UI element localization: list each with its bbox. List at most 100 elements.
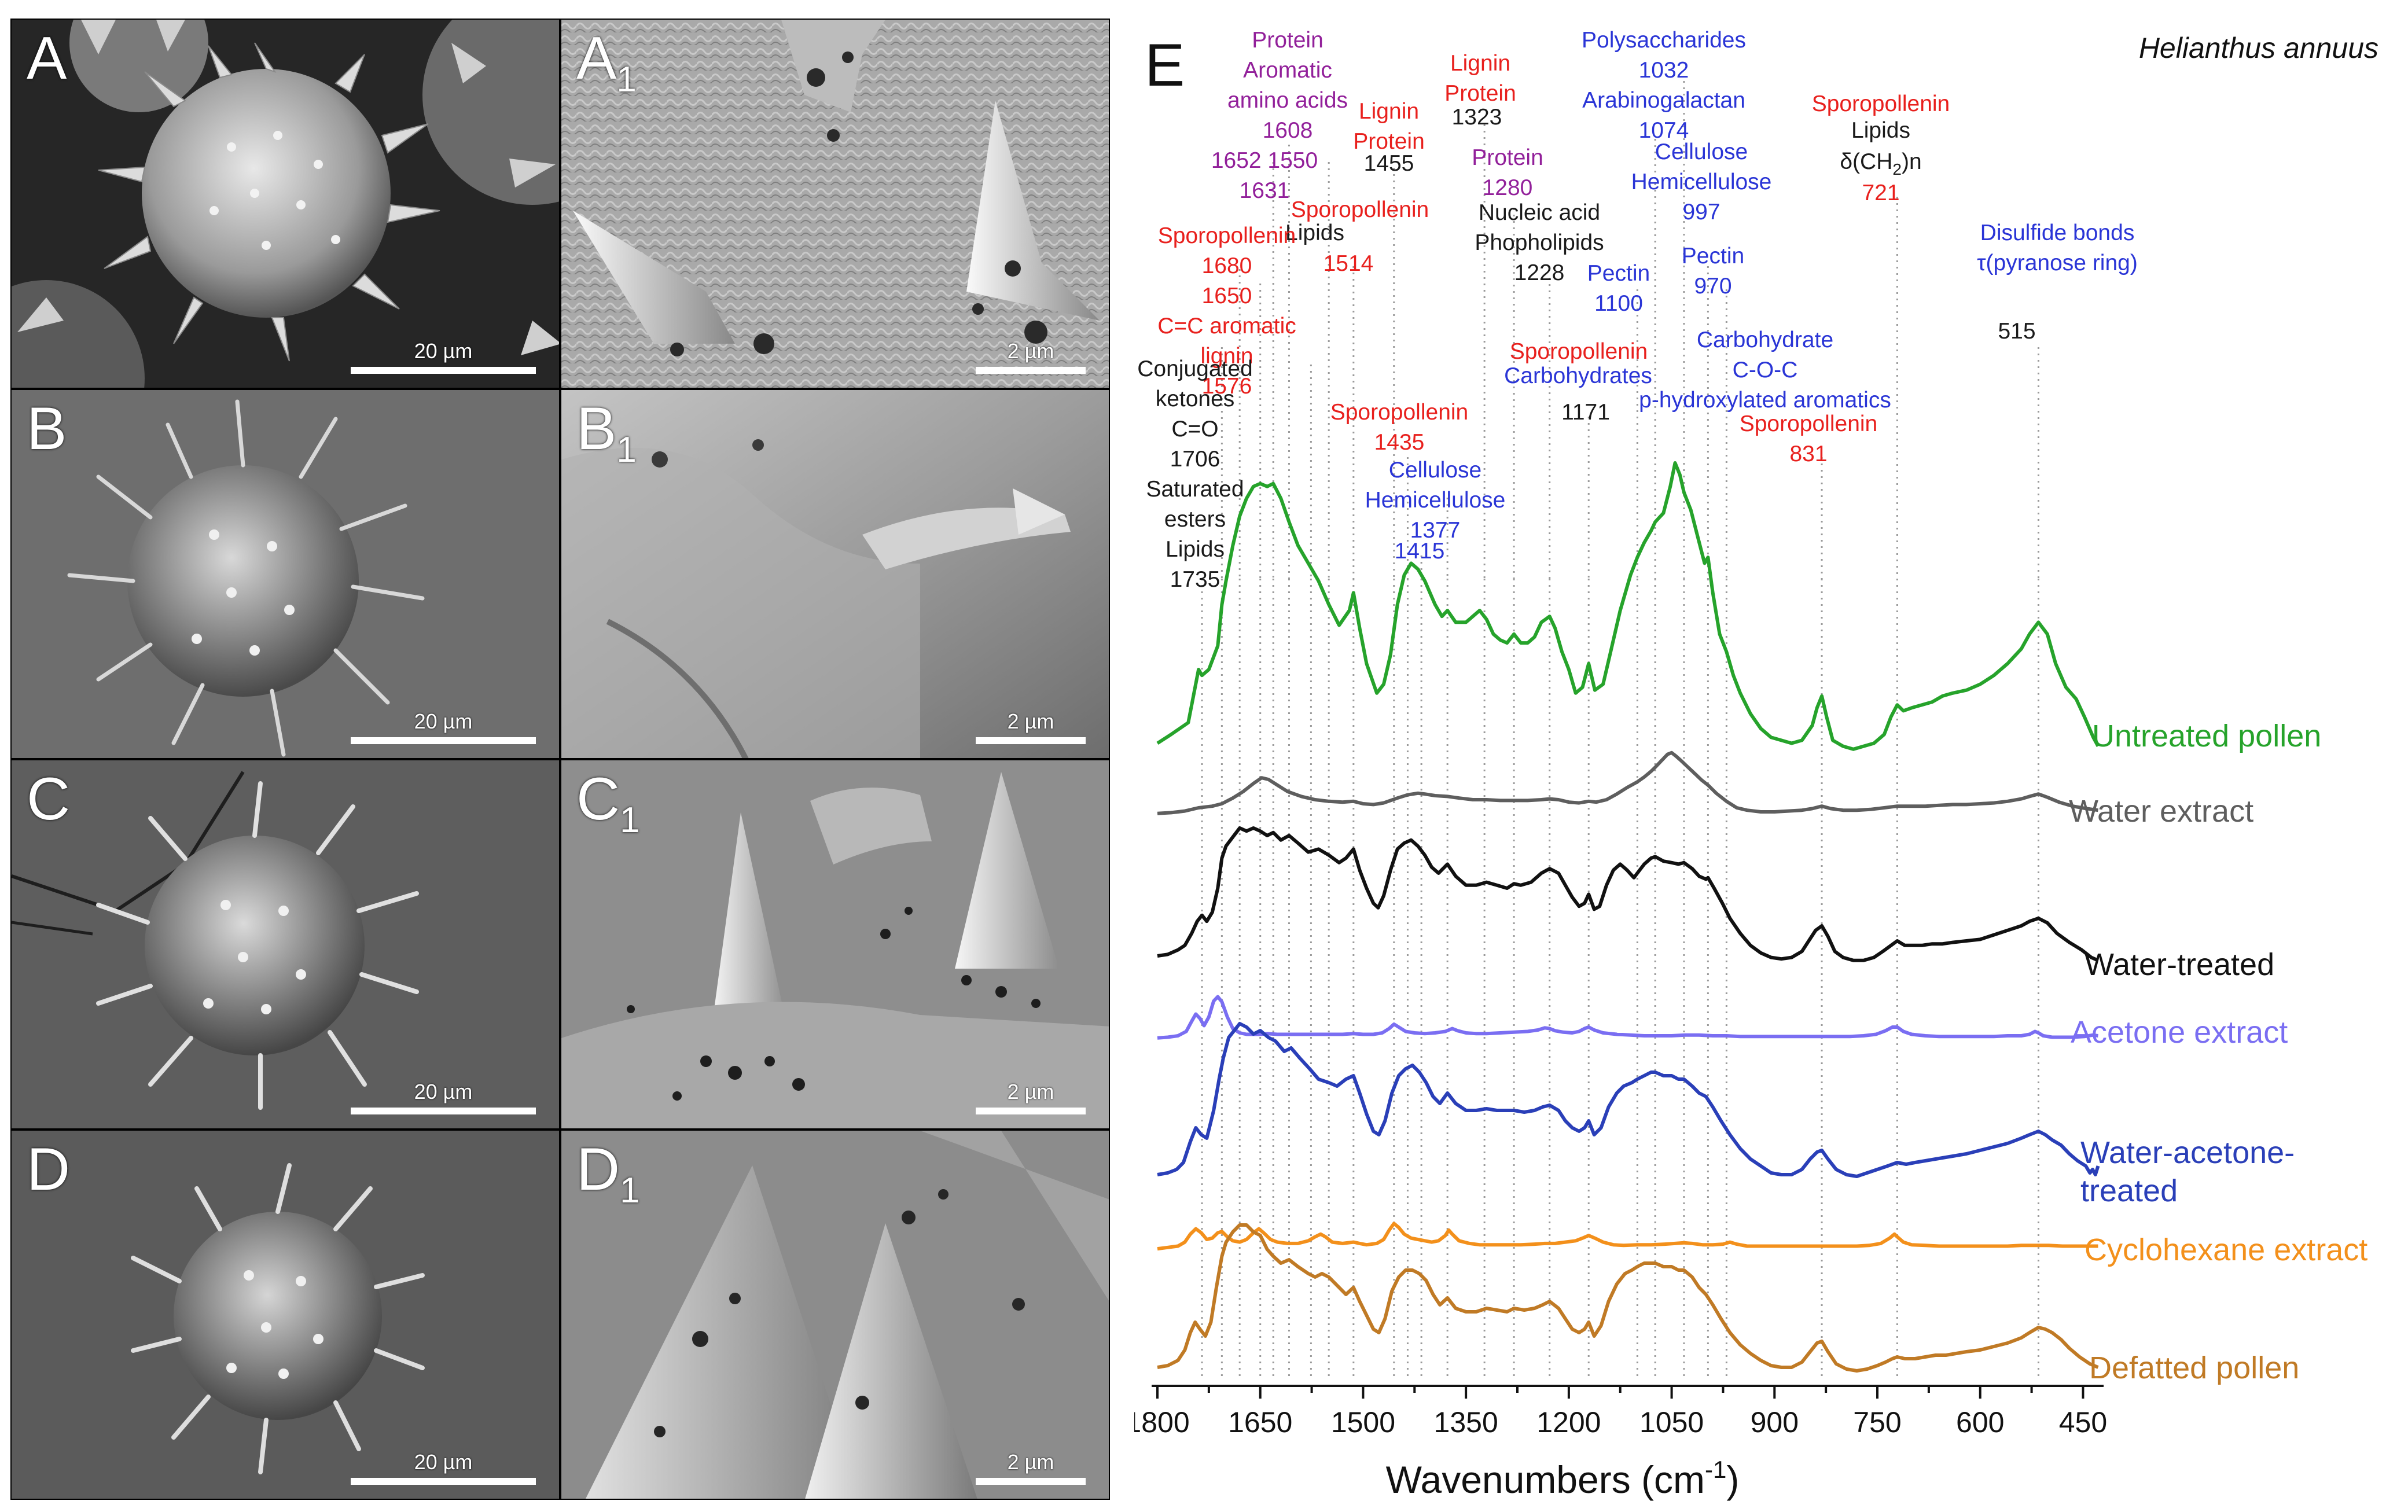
annotation-9: Lignin Protein — [1444, 51, 1516, 106]
x-axis: 1800 1650 1500 1350 1200 1050 900 750 600 450 — [1134, 1385, 2107, 1439]
annotation-26: Lipids — [1851, 118, 1910, 143]
x-axis-label: Wavenumbers (cm-1) — [1386, 1456, 1740, 1501]
series-defatted-pollen — [1157, 1223, 2099, 1373]
series-water-treated — [1157, 826, 2099, 962]
sem-image-D1 — [561, 1131, 1109, 1499]
annotation-30: 515 — [1998, 319, 2035, 344]
panel-label-D1: D1 — [576, 1136, 640, 1211]
scale-bar-A: 20 µm — [351, 339, 536, 374]
chart-title: Helianthus annuus — [2139, 32, 2378, 64]
sem-panel-D: D 20 µm — [10, 1130, 560, 1500]
x-tick-label-1200: 1200 — [1536, 1406, 1601, 1439]
series-untreated-pollen — [1156, 461, 2100, 751]
sem-panel-C1: C1 2 µm — [560, 759, 1110, 1130]
scale-text-A: 20 µm — [414, 339, 473, 363]
annotation-27: δ(CH2)n — [1840, 149, 1921, 178]
scale-text-B1: 2 µm — [1007, 709, 1054, 733]
legend-cyclohexane-extract: Cyclohexane extract — [2085, 1233, 2367, 1267]
scale-bar-D1: 2 µm — [976, 1450, 1086, 1485]
panel-label-C1: C1 — [576, 766, 640, 840]
annotation-24: Sporopollenin 831 — [1740, 411, 1878, 466]
panel-label-A1: A1 — [576, 25, 637, 100]
x-tick-label-1050: 1050 — [1639, 1406, 1704, 1439]
series-water-acetone-treated — [1157, 1022, 2100, 1178]
annotation-13: Sporopollenin 1435 — [1330, 400, 1469, 455]
annotation-19: Polysaccharides 1032 Arabinogalactan 1074 — [1582, 28, 1746, 143]
scale-text-A1: 2 µm — [1007, 339, 1054, 363]
legend-acetone-extract: Acetone extract — [2071, 1015, 2288, 1050]
sem-panel-B: B 20 µm — [10, 389, 560, 759]
ftir-chart: E Helianthus annuus Untreated pollen Wate… — [1134, 28, 2378, 1501]
sem-image-B1 — [561, 390, 1109, 758]
annotation-20: Cellulose Hemicellulose 997 — [1631, 139, 1772, 225]
x-tick-label-600: 600 — [1956, 1406, 2004, 1439]
sem-panel-B1: B1 2 µm — [560, 389, 1110, 759]
annotation-1: 1652 1550 1631 — [1211, 148, 1318, 203]
x-tick-label-1800: 1800 — [1134, 1406, 1190, 1439]
annotation-3: 1455 — [1364, 151, 1414, 176]
annotation-16: Sporopollenin — [1510, 339, 1648, 364]
scale-text-B: 20 µm — [414, 709, 473, 733]
x-axis-label-text: Wavenumbers (cm — [1386, 1458, 1705, 1501]
panel-label-E: E — [1145, 32, 1185, 99]
panel-label-B: B — [27, 395, 67, 462]
panel-label-A: A — [27, 25, 67, 92]
annotation-12: Nucleic acid Phopholipids 1228 — [1475, 200, 1604, 285]
series-cyclohexane-extract — [1157, 1222, 2098, 1251]
x-tick-label-450: 450 — [2059, 1406, 2107, 1439]
annotation-14: Cellulose Hemicellulose 1377 — [1365, 458, 1506, 543]
marker-lines — [1201, 81, 2039, 1380]
annotation-7: Sporopollenin 1680 1650 C=C aromatic lignin 1… — [1157, 223, 1296, 399]
series-acetone-extract — [1157, 995, 2098, 1040]
sem-image-C1 — [561, 760, 1109, 1128]
scale-bar-C1: 2 µm — [976, 1080, 1086, 1114]
legend-water-acetone-treated: Water-acetone-treated — [2080, 1135, 2295, 1208]
series-water-extract — [1157, 751, 2098, 815]
scale-bar-D: 20 µm — [351, 1450, 536, 1485]
annotation-21: Pectin 1100 — [1587, 261, 1650, 316]
scale-bar-C: 20 µm — [351, 1080, 536, 1114]
sem-panel-A: A 20 µm — [10, 19, 560, 389]
panel-label-D: D — [27, 1136, 71, 1203]
annotation-28: 721 — [1862, 181, 1899, 205]
annotation-2: Lignin Protein — [1353, 99, 1425, 154]
sem-panel-A1: A1 2 µm — [560, 19, 1110, 389]
annotation-15: 1415 — [1395, 539, 1445, 564]
scale-text-D1: 2 µm — [1007, 1450, 1054, 1474]
sem-image-A1 — [561, 20, 1109, 388]
annotation-29: Disulfide bonds τ(pyranose ring) — [1977, 220, 2138, 275]
legend-defatted-pollen: Defatted pollen — [2089, 1351, 2299, 1385]
scale-text-C: 20 µm — [414, 1080, 473, 1103]
annotation-11: Protein 1280 — [1472, 145, 1543, 200]
x-axis-label-sup: -1 — [1705, 1456, 1726, 1483]
legend-water-treated: Water-treated — [2085, 947, 2274, 982]
scale-text-C1: 2 µm — [1007, 1080, 1054, 1103]
scale-text-D: 20 µm — [414, 1450, 473, 1474]
annotation-4: Sporopollenin — [1291, 197, 1429, 222]
panel-label-B1: B1 — [576, 395, 637, 470]
annotation-6: 1514 — [1324, 251, 1374, 276]
sem-image-D — [12, 1131, 559, 1499]
x-tick-label-750: 750 — [1853, 1406, 1901, 1439]
annotation-17: Carbohydrates — [1504, 363, 1652, 388]
annotation-25: Sporopollenin — [1812, 91, 1950, 116]
annotation-22: Pectin 970 — [1682, 244, 1744, 299]
x-tick-label-1650: 1650 — [1228, 1406, 1292, 1439]
annotation-0: Protein Aromatic amino acids 1608 — [1227, 28, 1348, 143]
series-legend: Untreated pollen Water extract Water-treat… — [2069, 719, 2367, 1385]
series-group — [1156, 461, 2100, 1373]
x-tick-label-900: 900 — [1751, 1406, 1799, 1439]
sem-image-C — [12, 760, 559, 1128]
sem-image-B — [12, 390, 559, 758]
scale-bar-B: 20 µm — [351, 709, 536, 744]
annotation-23: Carbohydrate C-O-C p-hydroxylated aromatic… — [1639, 328, 1891, 413]
x-tick-label-1500: 1500 — [1331, 1406, 1395, 1439]
scale-bar-A1: 2 µm — [976, 339, 1086, 374]
legend-water-extract: Water extract — [2069, 794, 2253, 829]
panel-label-C: C — [27, 766, 71, 833]
annotation-18: 1171 — [1561, 400, 1610, 425]
sem-panel-D1: D1 2 µm — [560, 1130, 1110, 1500]
x-axis-label-end: ) — [1726, 1458, 1739, 1501]
legend-untreated-pollen: Untreated pollen — [2092, 719, 2321, 753]
